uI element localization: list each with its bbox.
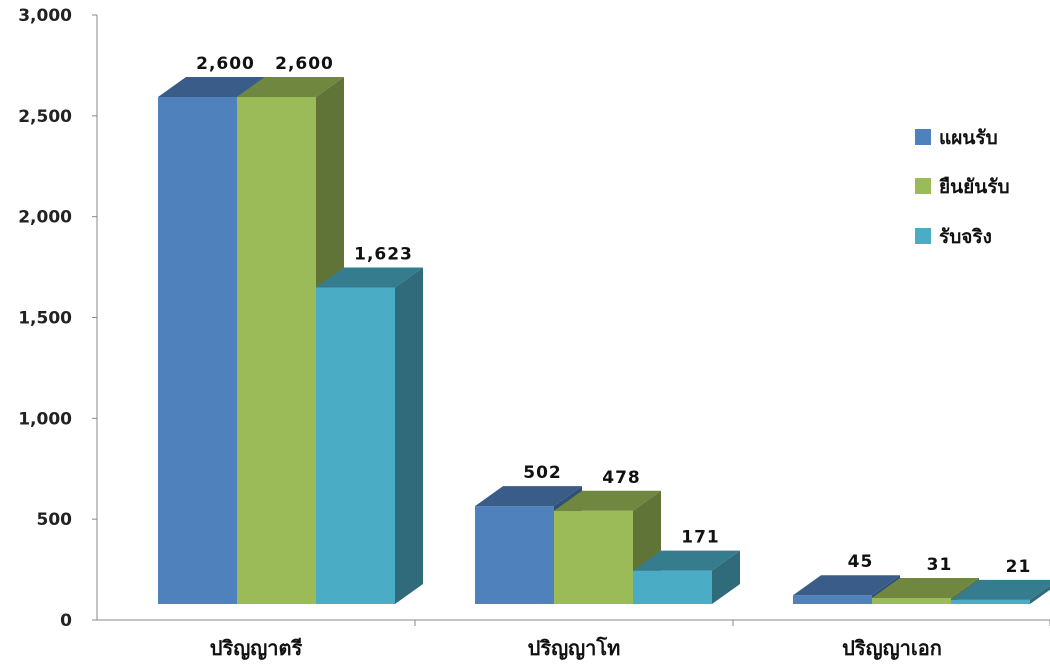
data-label: 502 (523, 463, 562, 483)
x-category-label: ปริญญาเอก (842, 636, 942, 660)
bar (951, 579, 1050, 604)
legend-label: รับจริง (939, 226, 992, 248)
data-label: 171 (681, 528, 720, 548)
legend-swatch (915, 178, 931, 194)
axes: 0 500 1,000 1,500 2,000 2,500 3,000 ปริญญาตรี ปร… (18, 6, 1050, 660)
data-label: 45 (848, 552, 874, 572)
y-tick-label: 0 (60, 611, 72, 631)
bar (633, 550, 740, 604)
legend-swatch (915, 129, 931, 145)
data-label: 1,623 (354, 245, 413, 265)
y-tick-label: 2,500 (18, 107, 72, 127)
legend-swatch (915, 228, 931, 244)
legend: แผนรับยืนยันรับรับจริง (915, 127, 1010, 248)
bar (316, 267, 423, 604)
x-category-label: ปริญญาโท (528, 636, 621, 660)
data-label: 31 (927, 555, 953, 575)
legend-label: แผนรับ (939, 127, 998, 149)
data-label: 2,600 (196, 54, 255, 74)
legend-item: ยืนยันรับ (915, 176, 1010, 198)
legend-item: แผนรับ (915, 127, 998, 149)
y-tick-label: 500 (37, 510, 73, 530)
data-label: 2,600 (275, 54, 334, 74)
data-labels: 2,600 2,600 1,623 502 478 171 45 31 21 (196, 54, 1032, 577)
y-tick-label: 1,000 (18, 409, 72, 429)
legend-label: ยืนยันรับ (939, 176, 1010, 198)
legend-item: รับจริง (915, 226, 992, 248)
bars (158, 77, 1050, 604)
x-category-label: ปริญญาตรี (210, 636, 303, 660)
y-tick-label: 3,000 (18, 6, 72, 26)
data-label: 478 (602, 468, 641, 488)
y-tick-label: 2,000 (18, 208, 72, 228)
data-label: 21 (1006, 557, 1032, 577)
y-tick-label: 1,500 (18, 309, 72, 329)
